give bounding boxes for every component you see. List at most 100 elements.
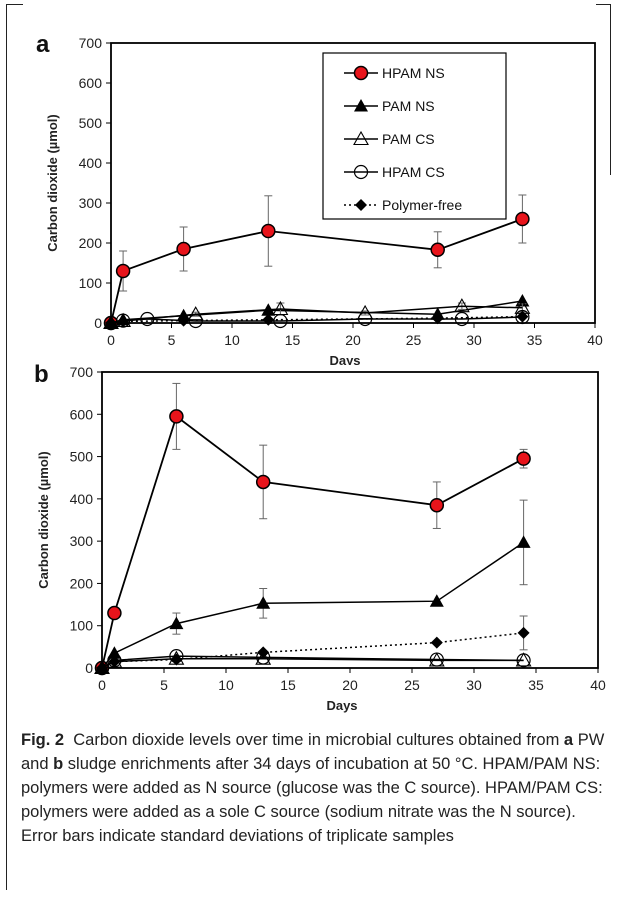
panel-a-series-pam-cs-point (187, 306, 204, 321)
panel-a-ytick-label: 100 (79, 275, 103, 291)
caption-panel-b-ref: b (53, 755, 64, 773)
panel-a-series-polymer-free-point (105, 317, 117, 329)
panel-b-series-hpam-ns-point (429, 497, 445, 513)
panel-b-series-polymer-free-point (430, 636, 443, 649)
panel-b-xtick-label: 20 (342, 677, 358, 693)
panel-a-series-polymer-free-point (177, 314, 190, 327)
panel-b-ytick-label: 100 (70, 618, 94, 634)
panel-b-series-pam-ns-line (101, 541, 525, 669)
panel-b-xtick-label: 0 (98, 677, 106, 693)
panel-b-series-polymer-free-point (108, 655, 121, 668)
panel-b-series-pam-ns (95, 499, 531, 674)
panel-a-xtick-label: 40 (587, 332, 603, 348)
panel-a-series-hpam-ns-point (515, 211, 530, 227)
panel-b-xtick-label: 35 (528, 677, 544, 693)
panel-a-legend-label: HPAM CS (382, 164, 445, 180)
panel-b-series-pam-ns-point (256, 596, 271, 609)
caption-text-2: PW and (21, 731, 605, 773)
panel-a-legend-marker (355, 199, 367, 211)
panel-b-series-hpam-ns-point (107, 605, 122, 621)
panel-b-ytick-label: 600 (70, 406, 94, 422)
panel-a-legend-label: Polymer-free (382, 197, 462, 213)
panel-b-ytick-label: 200 (70, 575, 94, 591)
panel-a-xtick-label: 10 (224, 332, 240, 348)
panel-a-xtick-label: 5 (168, 332, 176, 348)
panel-b-letter: b (34, 362, 49, 388)
panel-b-series-hpam-cs (94, 649, 531, 676)
frame-left-rule (6, 20, 7, 890)
panel-a-xtick-label: 15 (285, 332, 301, 348)
panel-a-series-hpam-ns-line (110, 218, 523, 324)
panel-a-series-polymer-free-point (262, 313, 275, 326)
panel-a-legend-box (322, 52, 507, 220)
panel-a-y-axis-title: Carbon dioxide (µmol) (45, 114, 60, 252)
panel-a-legend-marker (354, 99, 368, 112)
panel-b-series-pam-ns-point (169, 616, 184, 630)
panel-a-ytick-label: 700 (79, 35, 103, 51)
panel-a-legend-label: PAM CS (382, 131, 435, 147)
panel-b-ytick-label: 300 (70, 533, 94, 549)
panel-b-xtick-label: 15 (280, 677, 296, 693)
panel-a-series-hpam-ns-point (430, 242, 445, 258)
panel-b-series-polymer-free-point (257, 646, 270, 659)
panel-b-series-pam-ns-point (429, 594, 444, 607)
panel-b-xtick-label: 40 (590, 677, 606, 693)
panel-b-y-axis-title: Carbon dioxide (µmol) (36, 451, 51, 589)
panel-a-ytick-label: 0 (94, 315, 102, 331)
panel-a-xtick-label: 30 (466, 332, 482, 348)
panel-b-ytick-label: 0 (85, 660, 93, 676)
panel-a-x-axis-title: Days (329, 353, 360, 365)
panel-a-series-hpam-ns-point (176, 241, 191, 257)
panel-a-series-polymer-free-point (117, 315, 130, 328)
caption-figure-label: Fig. 2 (21, 731, 65, 749)
panel-a-legend-marker (353, 164, 369, 180)
panel-b-series-polymer-free-point (170, 653, 183, 666)
panel-a-series-hpam-cs-point (273, 313, 288, 329)
panel-a-series-pam-cs-point (453, 298, 470, 313)
panel-a-series-polymer-free-point (516, 310, 529, 323)
panel-a-legend-marker (353, 130, 369, 146)
panel-b-series-hpam-ns-point (255, 474, 271, 490)
panel-b-x-axis-title: Days (326, 698, 357, 713)
figure-caption: Fig. 2 Carbon dioxide levels over time i… (21, 728, 616, 848)
panel-b-series-hpam-cs-point (94, 660, 110, 676)
panel-b-series-polymer-free-line (101, 632, 524, 669)
panel-a-letter: a (36, 31, 50, 58)
panel-b-ytick-label: 500 (70, 449, 94, 465)
panel-a-ytick-label: 300 (79, 195, 103, 211)
chart-panel-b: b 0 100 200 300 400 500 600 700 0 5 10 15 20 25 30 35 40 D… (34, 362, 606, 713)
panel-b-xtick-label: 25 (404, 677, 420, 693)
panel-a-xtick-label: 20 (345, 332, 361, 348)
panel-b-ytick-label: 400 (70, 491, 94, 507)
panel-b-series-polymer-free-point (517, 626, 530, 639)
panel-a-legend: HPAM NS PAM NS PAM CS HPAM CS Polymer-free (322, 52, 507, 220)
panel-b-series-pam-ns-point (516, 535, 531, 548)
panel-b-series-hpam-cs-point (429, 652, 444, 667)
panel-b-series-polymer-free (96, 615, 530, 674)
frame-corner-right (596, 4, 611, 175)
panel-a-xtick-label: 25 (406, 332, 422, 348)
panel-b-series-hpam-cs-point (516, 653, 531, 668)
panel-a-series-hpam-cs-point (140, 311, 155, 327)
panel-b-series-hpam-ns (94, 382, 531, 676)
panel-a-series-hpam-ns-point (261, 223, 276, 239)
panel-a-legend-label: PAM NS (382, 98, 435, 114)
panel-a-ytick-label: 600 (79, 75, 103, 91)
panel-b-series-polymer-free-point (96, 662, 108, 674)
panel-b-xtick-label: 30 (466, 677, 482, 693)
frame-corner-top-left (6, 4, 23, 21)
panel-b-ytick-label: 700 (70, 364, 94, 380)
panel-b-series-hpam-ns-point (169, 409, 184, 424)
panel-b-xtick-label: 10 (218, 677, 234, 693)
panel-a-xtick-label: 35 (527, 332, 543, 348)
panel-b-series-hpam-ns-line (101, 414, 525, 669)
chart-panel-a: a 0 100 200 300 400 500 600 700 0 5 10 15 20 25 30 35 40 D… (36, 31, 603, 365)
panel-b-xtick-label: 5 (160, 677, 168, 693)
panel-a-xtick-label: 0 (107, 332, 115, 348)
panel-a-ytick-label: 500 (79, 115, 103, 131)
panel-b-series-hpam-cs-line (101, 655, 524, 669)
panel-a-series-hpam-ns-point (115, 263, 131, 279)
panel-a-series-polymer-free-point (431, 312, 444, 325)
panel-a-ytick-label: 400 (79, 155, 103, 171)
panel-a-legend-label: HPAM NS (382, 65, 445, 81)
